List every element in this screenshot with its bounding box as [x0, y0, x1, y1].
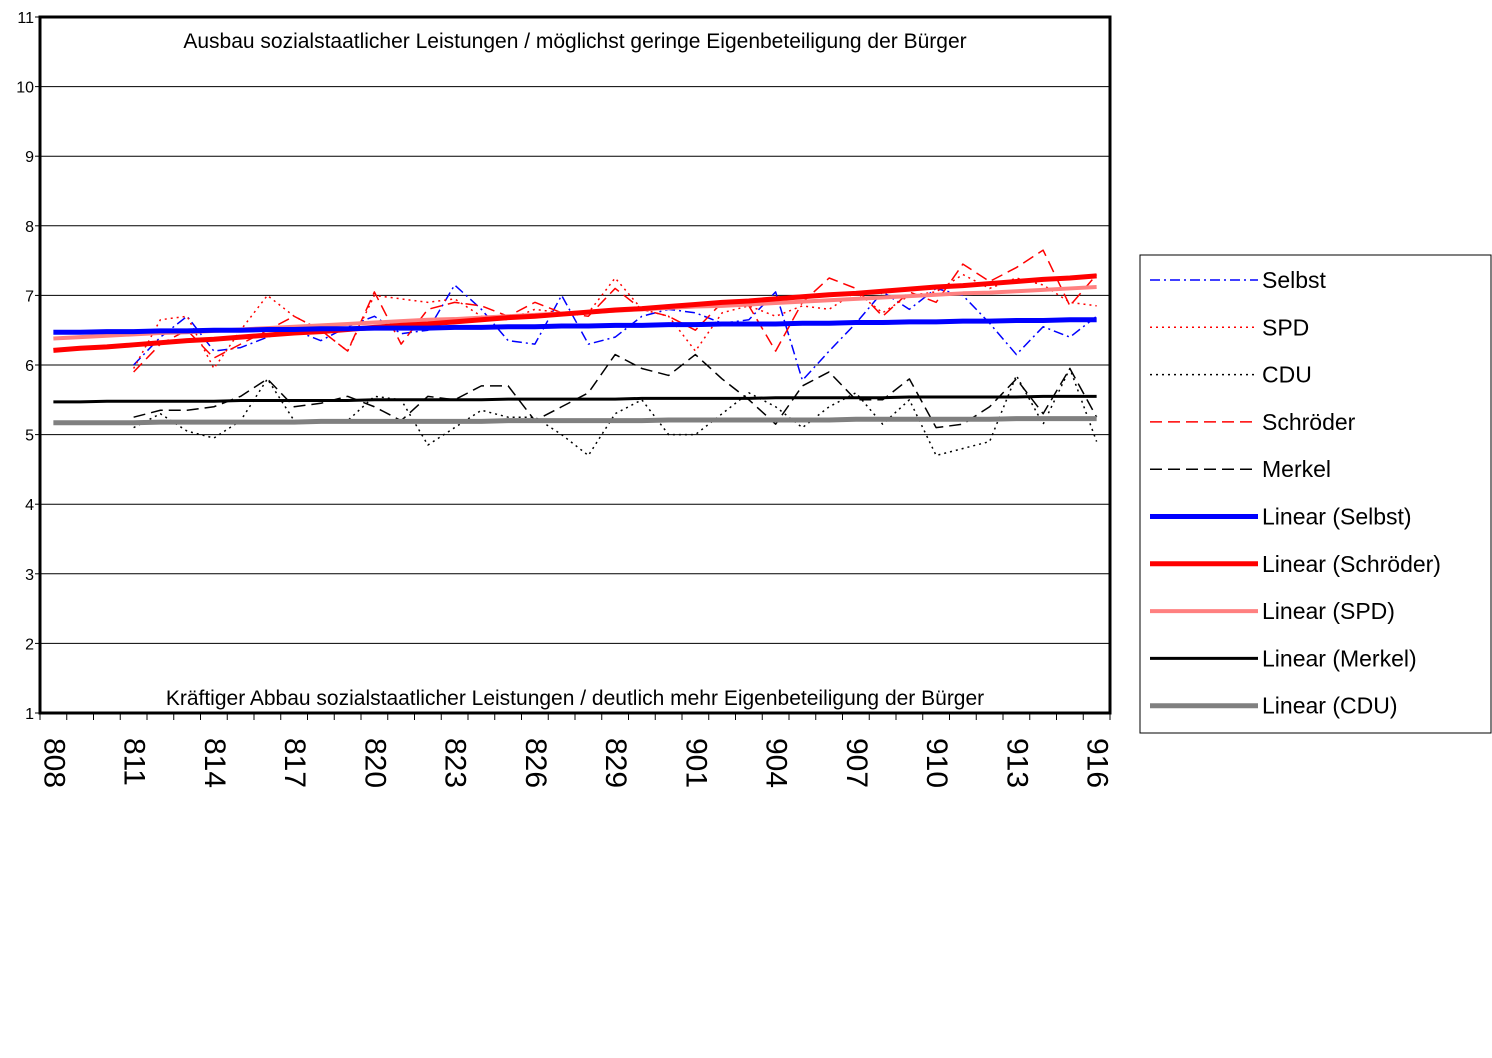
- y-tick-label: 2: [25, 636, 34, 653]
- x-tick-label: 829: [599, 738, 632, 788]
- series-line: [53, 394, 1097, 404]
- x-tick-label: 826: [519, 738, 552, 788]
- x-tick-label: 817: [278, 738, 311, 788]
- legend-label: CDU: [1262, 362, 1312, 388]
- y-tick-label: 8: [25, 219, 34, 236]
- series-line: [133, 249, 1098, 373]
- y-tick-label: 1: [25, 706, 34, 723]
- x-tick-label: 808: [37, 738, 70, 788]
- y-tick-label: 9: [25, 149, 34, 166]
- y-tick-label: 5: [25, 428, 34, 445]
- y-tick-label: 4: [25, 497, 34, 514]
- x-tick-label: 904: [760, 738, 793, 788]
- legend-label: Schröder: [1262, 409, 1356, 435]
- y-tick-label: 7: [25, 288, 34, 305]
- x-tick-label: 916: [1081, 738, 1114, 788]
- series-line: [133, 353, 1098, 429]
- annotation: Kräftiger Abbau sozialstaatlicher Leistu…: [166, 687, 984, 710]
- x-tick-label: 811: [118, 738, 151, 786]
- series-line: [53, 273, 1097, 353]
- y-tick-label: 6: [25, 358, 34, 375]
- series-line: [132, 273, 1097, 370]
- annotation: Ausbau sozialstaatlicher Leistungen / mö…: [183, 30, 966, 53]
- x-tick-label: 901: [679, 738, 712, 788]
- x-tick-label: 820: [358, 738, 391, 788]
- legend-label: Linear (Selbst): [1262, 504, 1412, 530]
- legend-label: SPD: [1262, 314, 1309, 340]
- series-line: [53, 317, 1097, 335]
- x-tick-label: 913: [1000, 738, 1033, 788]
- y-tick-label: 3: [25, 567, 34, 584]
- legend-label: Linear (Merkel): [1262, 645, 1417, 671]
- y-tick-label: 10: [16, 80, 34, 97]
- x-tick-label: 907: [840, 738, 873, 788]
- series-line: [53, 416, 1097, 426]
- plot-border: [38, 15, 1112, 715]
- legend-label: Linear (CDU): [1262, 693, 1397, 719]
- x-tick-label: 910: [920, 738, 953, 788]
- legend-label: Merkel: [1262, 456, 1331, 482]
- y-tick-label: 11: [17, 10, 34, 27]
- x-tick-label: 823: [439, 738, 472, 788]
- legend-box: [1139, 254, 1492, 734]
- legend-label: Linear (SPD): [1262, 598, 1395, 624]
- legend-label: Selbst: [1262, 267, 1327, 293]
- x-tick-label: 814: [198, 738, 231, 788]
- legend-label: Linear (Schröder): [1262, 551, 1441, 577]
